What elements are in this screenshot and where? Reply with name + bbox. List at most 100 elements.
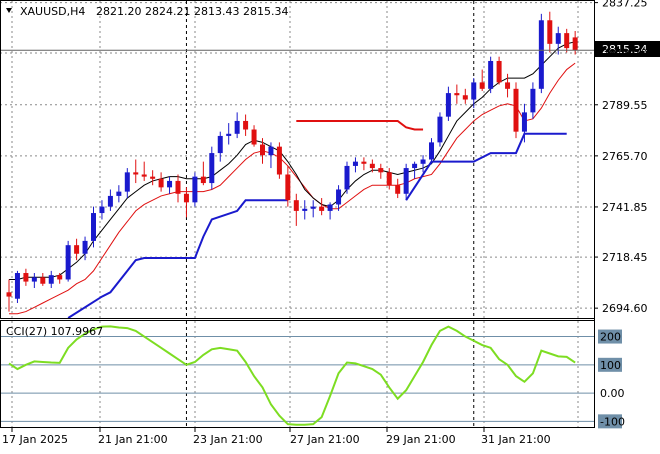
candle-bull: [471, 82, 477, 100]
candle-bull: [14, 273, 20, 299]
symbol-timeframe-label: XAUUSD,H4: [20, 5, 85, 18]
current-price-tag: 2815.34: [602, 43, 648, 56]
candle-bear: [505, 82, 511, 89]
candle-bear: [175, 180, 181, 194]
candle-bull: [538, 20, 544, 89]
price-axis-label: 2718.45: [602, 251, 648, 264]
candle-bull: [268, 146, 274, 156]
candle-bull: [65, 245, 71, 280]
candle-bear: [141, 174, 147, 177]
candle-bear: [564, 33, 570, 49]
candle-bull: [488, 60, 494, 89]
candle-bear: [369, 163, 375, 169]
time-axis-label: 31 Jan 21:00: [481, 433, 551, 446]
time-axis-label: 29 Jan 21:00: [386, 433, 456, 446]
time-axis-label: 27 Jan 21:00: [290, 433, 360, 446]
candle-bear: [513, 88, 519, 132]
cci-line: [8, 325, 576, 426]
trailing-stop-up-line: [405, 132, 567, 201]
candle-bull: [217, 135, 223, 154]
price-axis-label: 2741.85: [602, 201, 648, 214]
cci-level-label: 200: [600, 331, 621, 344]
candle-bull: [226, 133, 232, 136]
cci-indicator-label: CCI(27) 107.9967: [6, 325, 103, 338]
candle-bull: [352, 161, 358, 166]
current-price-tag-bg: [595, 41, 660, 57]
candle-bull: [31, 277, 37, 282]
candle-bull: [302, 208, 308, 211]
candle-bear: [243, 120, 249, 130]
candle-bull: [445, 93, 451, 117]
candle-bear: [57, 275, 63, 280]
candle-bear: [150, 176, 156, 179]
candle-bull: [107, 195, 113, 207]
cci-level-label-bg: [598, 357, 622, 372]
trailing-stop-down-line: [296, 119, 424, 131]
candle-bear: [133, 172, 139, 175]
time-axis-label: 21 Jan 21:00: [98, 433, 168, 446]
candle-bear: [6, 292, 12, 297]
candle-bull: [82, 240, 88, 254]
price-axis-label: 2694.60: [602, 302, 648, 315]
triangle-down-icon[interactable]: [6, 8, 12, 13]
candle-bull: [116, 191, 122, 196]
candle-bull: [234, 120, 240, 134]
price-axis-label: 2765.70: [602, 150, 648, 163]
candle-bear: [479, 82, 485, 89]
candle-bull: [124, 172, 130, 192]
time-axis-labels: 17 Jan 2025 21 Jan 21:00 23 Jan 21:00 27 Ja…: [2, 428, 551, 446]
cci-level-label: 100: [600, 359, 621, 372]
cci-level-label-bg: [598, 414, 622, 429]
time-axis-label: 23 Jan 21:00: [193, 433, 263, 446]
candle-bear: [454, 93, 460, 96]
candle-bear: [74, 245, 80, 254]
grid-lines: [0, 1, 594, 427]
trailing-stop-up-line: [67, 199, 288, 319]
candle-bull: [99, 206, 105, 214]
cci-level-label: 0.00: [600, 387, 625, 400]
cci-series: [0, 325, 594, 426]
candle-bear: [158, 178, 164, 188]
candle-bull: [209, 153, 215, 184]
candle-bear: [251, 129, 257, 145]
candle-bear: [23, 273, 29, 282]
fast-moving-average-line: [9, 41, 576, 280]
candle-bull: [167, 180, 173, 188]
ohlc-readout: 2821.20 2824.21 2813.43 2815.34: [96, 5, 288, 18]
price-axis-label: 2837.25: [602, 0, 648, 10]
price-axis-labels: 2837.25 2813.70 2789.55 2765.70 2741.85 2718.…: [594, 0, 648, 315]
price-axis-label: 2789.55: [602, 99, 648, 112]
candle-bear: [462, 95, 468, 100]
candle-bear: [260, 144, 265, 156]
candle-bear: [547, 20, 553, 44]
candle-bear: [319, 206, 325, 211]
candle-bull: [48, 275, 54, 284]
candle-bull: [91, 213, 96, 241]
candle-bull: [521, 112, 527, 132]
candle-bull: [192, 176, 198, 203]
candle-bear: [361, 161, 367, 164]
price-axis-label: 2813.70: [602, 47, 648, 60]
candle-bull: [420, 159, 426, 164]
cci-level-label: -100: [600, 415, 625, 428]
candle-bull: [403, 168, 409, 194]
candle-bear: [378, 168, 384, 173]
cci-level-label-bg: [598, 329, 622, 344]
time-axis-label: 17 Jan 2025: [2, 433, 68, 446]
candle-bear: [395, 185, 401, 194]
candle-bear: [293, 200, 299, 211]
candle-bull: [555, 33, 561, 44]
slow-moving-average-line: [9, 62, 576, 315]
candle-bear: [572, 37, 578, 51]
price-series: [0, 11, 594, 319]
candle-bear: [200, 176, 206, 184]
candle-bear: [386, 172, 392, 186]
candle-bull: [336, 189, 342, 205]
candle-bear: [496, 60, 502, 83]
candle-bear: [40, 277, 46, 284]
candle-bull: [310, 206, 316, 209]
symbol-menu-arrow[interactable]: [6, 8, 12, 13]
candle-bear: [276, 146, 282, 175]
